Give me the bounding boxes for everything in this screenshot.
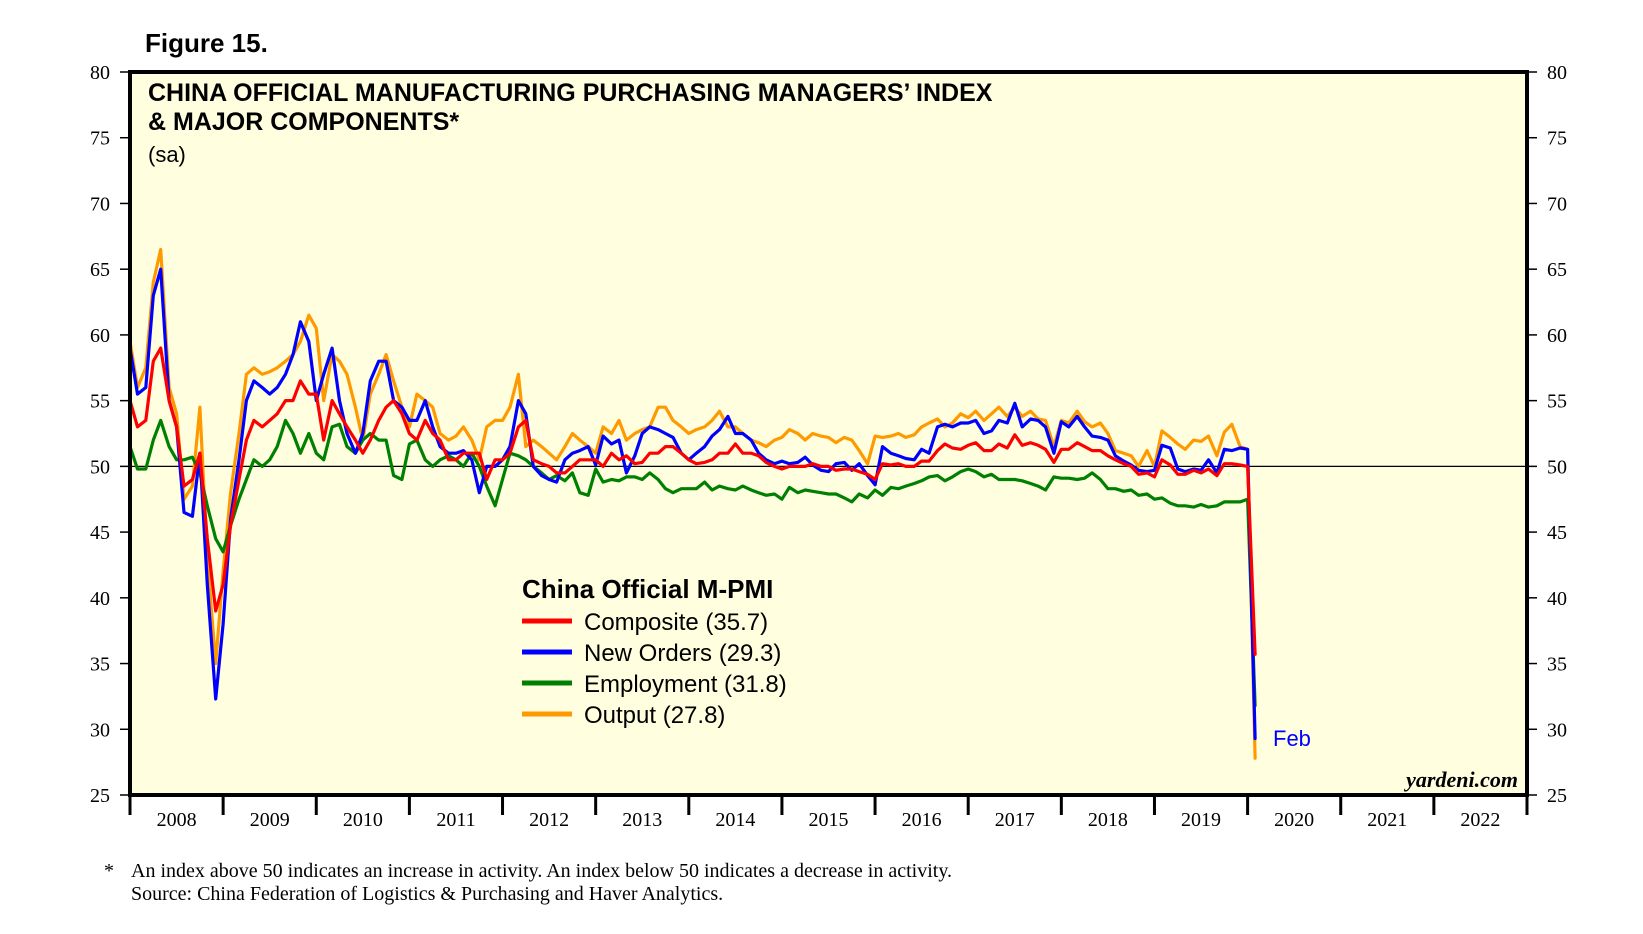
- x-tick-label: 2015: [809, 809, 849, 831]
- x-tick-label: 2019: [1181, 809, 1221, 831]
- end-annotation: Feb: [1273, 726, 1311, 751]
- series-group: [128, 247, 1257, 760]
- y-tick-label-left: 45: [90, 522, 110, 544]
- y-tick-label-left: 40: [90, 588, 110, 610]
- y-tick-label-right: 40: [1547, 588, 1567, 610]
- legend-label-output: Output (27.8): [584, 702, 725, 729]
- y-tick-label-left: 80: [90, 62, 110, 84]
- y-tick-label-left: 75: [90, 128, 110, 150]
- x-tick-label: 2012: [529, 809, 569, 831]
- chart-subtitle: (sa): [148, 142, 186, 167]
- y-tick-label-left: 55: [90, 391, 110, 413]
- footnote-marker: *: [104, 860, 114, 882]
- y-tick-label-left: 70: [90, 193, 110, 215]
- y-tick-label-left: 35: [90, 654, 110, 676]
- y-tick-label-right: 45: [1547, 522, 1567, 544]
- y-tick-label-right: 80: [1547, 62, 1567, 84]
- y-tick-label-right: 55: [1547, 391, 1567, 413]
- series-line-composite: [128, 346, 1257, 656]
- legend-label-employment: Employment (31.8): [584, 671, 787, 698]
- footnote-line2: Source: China Federation of Logistics & …: [131, 883, 723, 905]
- y-tick-label-right: 35: [1547, 654, 1567, 676]
- x-tick-label: 2008: [157, 809, 197, 831]
- x-tick-label: 2021: [1367, 809, 1407, 831]
- x-tick-label: 2014: [715, 809, 755, 831]
- chart-title-line2: & MAJOR COMPONENTS*: [148, 108, 459, 136]
- plot-background: [130, 72, 1527, 795]
- y-tick-label-right: 60: [1547, 325, 1567, 347]
- x-tick-label: 2018: [1088, 809, 1128, 831]
- y-tick-label-right: 30: [1547, 719, 1567, 741]
- x-tick-label: 2009: [250, 809, 290, 831]
- figure-label: Figure 15.: [145, 28, 268, 58]
- x-tick-label: 2011: [436, 809, 475, 831]
- x-tick-label: 2020: [1274, 809, 1314, 831]
- series-line-output: [128, 247, 1257, 760]
- y-tick-label-right: 70: [1547, 193, 1567, 215]
- y-tick-label-right: 50: [1547, 456, 1567, 478]
- y-tick-label-right: 75: [1547, 128, 1567, 150]
- x-tick-label: 2010: [343, 809, 383, 831]
- footnote-line1: An index above 50 indicates an increase …: [131, 860, 952, 882]
- y-tick-label-left: 25: [90, 785, 110, 807]
- x-tick-label: 2016: [902, 809, 942, 831]
- y-tick-label-left: 50: [90, 456, 110, 478]
- y-tick-label-right: 65: [1547, 259, 1567, 281]
- x-axis: 2008 2009 2010 2011 2012 2013 2014 2015 2016 2017…: [128, 795, 1529, 831]
- x-tick-label: 2013: [622, 809, 662, 831]
- y-axis-left: 25 30 35 40 45 50 55 60 65 70 75 80: [90, 62, 130, 807]
- watermark: yardeni.com: [1403, 767, 1518, 792]
- plot-frame: [128, 70, 1529, 797]
- chart-title-line1: CHINA OFFICIAL MANUFACTURING PURCHASING …: [148, 79, 993, 107]
- x-tick-label: 2017: [995, 809, 1035, 831]
- y-axis-right: 25 30 35 40 45 50 55 60 65 70 75 80: [1527, 62, 1567, 807]
- series-line-employment: [128, 418, 1257, 708]
- legend-label-new-orders: New Orders (29.3): [584, 640, 781, 667]
- y-tick-label-right: 25: [1547, 785, 1567, 807]
- legend: China Official M-PMI Composite (35.7) Ne…: [522, 574, 787, 729]
- legend-label-composite: Composite (35.7): [584, 609, 768, 636]
- y-tick-label-left: 65: [90, 259, 110, 281]
- legend-title: China Official M-PMI: [522, 574, 773, 604]
- y-tick-label-left: 60: [90, 325, 110, 347]
- y-tick-label-left: 30: [90, 719, 110, 741]
- x-tick-label: 2022: [1460, 809, 1500, 831]
